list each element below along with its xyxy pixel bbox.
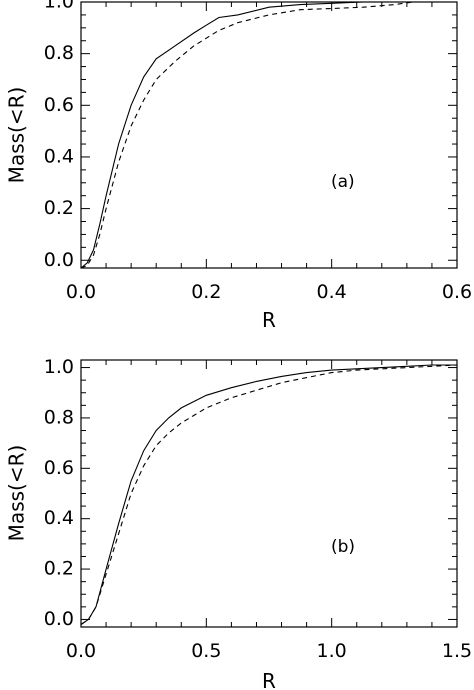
panel-b-y-tick-label: 0.4 — [44, 507, 74, 529]
panel-a-y-tick-label: 0.6 — [44, 94, 74, 116]
panel-b-series — [80, 364, 458, 625]
panel-b-x-tick-label: 0.0 — [66, 640, 96, 662]
panel-a-y-tick-label: 0.0 — [44, 249, 74, 271]
panel-a: 0.0 0.2 0.4 0.6 0.0 0.2 0.4 0.6 0.8 1.0 (a) R Mas… — [5, 0, 473, 332]
panel-b: 0.0 0.5 1.0 1.5 0.0 0.2 0.4 0.6 0.8 1.0 (b) R Mas… — [5, 356, 473, 690]
panel-a-x-tick-label: 0.0 — [66, 281, 96, 303]
panel-b-x-tick-label: 1.5 — [442, 640, 472, 662]
panel-a-y-axis-title: Mass(<R) — [5, 87, 29, 184]
panel-a-x-axis-title: R — [262, 308, 276, 332]
panel-b-y-tick-label: 0.2 — [44, 558, 74, 580]
panel-b-y-axis-title: Mass(<R) — [5, 445, 29, 542]
panel-a-y-tick-label: 1.0 — [44, 0, 74, 13]
panel-a-x-tick-label: 0.4 — [317, 281, 347, 303]
panel-a-solid-curve — [80, 1, 414, 269]
panel-b-y-tick-label: 0.6 — [44, 457, 74, 479]
panel-b-solid-curve — [80, 364, 457, 625]
panel-b-label: (b) — [331, 537, 355, 557]
panel-a-label: (a) — [331, 172, 355, 192]
panel-a-y-tick-label: 0.4 — [44, 145, 74, 167]
panel-a-plot-frame — [80, 1, 458, 269]
panel-a-x-tick-label: 0.2 — [191, 281, 221, 303]
panel-a-series — [80, 1, 414, 269]
panel-b-ticks: 0.0 0.5 1.0 1.5 0.0 0.2 0.4 0.6 0.8 1.0 — [44, 356, 472, 662]
panel-b-y-tick-label: 0.0 — [44, 608, 74, 630]
panel-b-plot-frame — [80, 359, 458, 628]
panel-b-dashed-curve — [80, 364, 458, 625]
panel-a-x-tick-label: 0.6 — [442, 281, 472, 303]
panel-b-x-tick-label: 0.5 — [191, 640, 221, 662]
panel-b-x-tick-label: 1.0 — [317, 640, 347, 662]
panel-a-y-tick-label: 0.8 — [44, 42, 74, 64]
panel-a-dashed-curve — [80, 1, 414, 269]
panel-b-y-tick-label: 1.0 — [44, 356, 74, 378]
panel-a-y-tick-label: 0.2 — [44, 197, 74, 219]
panel-b-x-axis-title: R — [262, 669, 276, 690]
panel-a-ticks: 0.0 0.2 0.4 0.6 0.0 0.2 0.4 0.6 0.8 1.0 — [44, 0, 472, 303]
panel-b-y-tick-label: 0.8 — [44, 406, 74, 428]
